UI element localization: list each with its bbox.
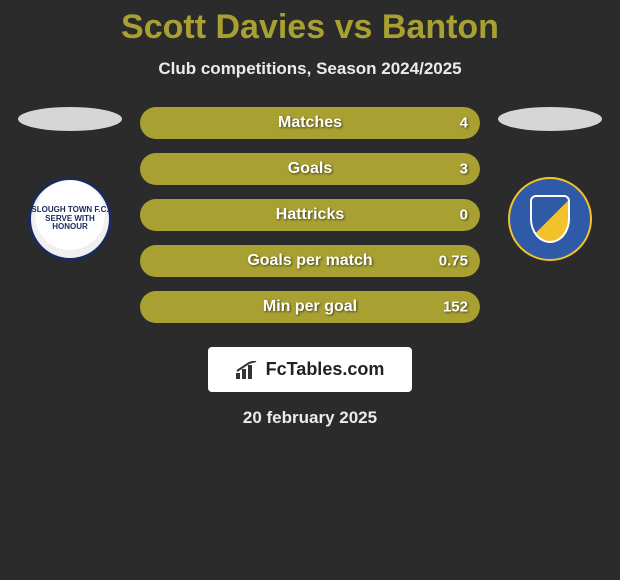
player1-name: Scott Davies xyxy=(121,8,325,46)
right-crest xyxy=(508,177,592,261)
date-text: 20 february 2025 xyxy=(243,408,377,428)
left-crest: SLOUGH TOWN F.C. SERVE WITH HONOUR xyxy=(28,177,112,261)
stat-bar: Min per goal 152 xyxy=(140,291,480,323)
subtitle: Club competitions, Season 2024/2025 xyxy=(0,59,620,79)
page-title: Scott Davies vs Banton xyxy=(0,8,620,47)
left-ellipse xyxy=(18,107,122,131)
right-crest-shield xyxy=(530,195,570,243)
brand-box: FcTables.com xyxy=(208,347,413,392)
left-crest-text: SLOUGH TOWN F.C. SERVE WITH HONOUR xyxy=(31,206,109,232)
stat-value-right: 3 xyxy=(460,161,468,178)
stat-value-right: 0.75 xyxy=(439,253,468,270)
stat-value-right: 152 xyxy=(443,299,468,316)
brand-text: FcTables.com xyxy=(266,359,385,380)
left-side: SLOUGH TOWN F.C. SERVE WITH HONOUR xyxy=(18,107,122,261)
stat-label: Matches xyxy=(278,114,342,132)
stat-label: Min per goal xyxy=(263,298,357,316)
stat-label: Hattricks xyxy=(276,206,344,224)
stat-value-right: 0 xyxy=(460,207,468,224)
footer: FcTables.com 20 february 2025 xyxy=(0,347,620,428)
comparison-row: SLOUGH TOWN F.C. SERVE WITH HONOUR Match… xyxy=(0,107,620,323)
stat-bar: Hattricks 0 xyxy=(140,199,480,231)
stat-bar: Matches 4 xyxy=(140,107,480,139)
stat-label: Goals per match xyxy=(247,252,372,270)
stat-bar: Goals per match 0.75 xyxy=(140,245,480,277)
stat-bar: Goals 3 xyxy=(140,153,480,185)
chart-icon xyxy=(236,361,258,379)
player2-name: Banton xyxy=(382,8,499,46)
vs-text: vs xyxy=(335,8,382,46)
right-side xyxy=(498,107,602,261)
stat-value-right: 4 xyxy=(460,115,468,132)
right-ellipse xyxy=(498,107,602,131)
stat-label: Goals xyxy=(288,160,332,178)
stats-column: Matches 4 Goals 3 Hattricks 0 Goals per match 0… xyxy=(140,107,480,323)
